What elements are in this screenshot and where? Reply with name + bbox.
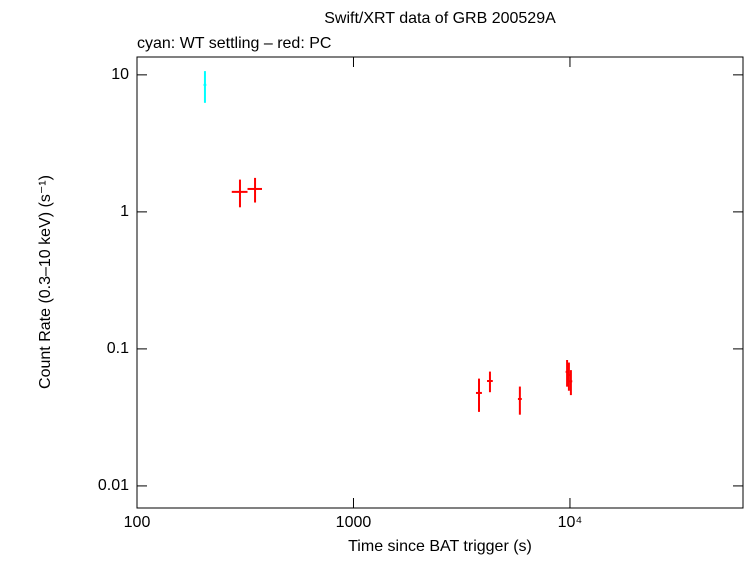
y-tick-label: 0.01: [98, 477, 129, 494]
chart-title: Swift/XRT data of GRB 200529A: [324, 10, 556, 27]
y-tick-label: 1: [120, 203, 129, 220]
x-tick-label: 100: [124, 514, 151, 531]
y-tick-label: 0.1: [107, 340, 129, 357]
y-axis-label: Count Rate (0.3–10 keV) (s⁻¹): [37, 175, 54, 389]
y-tick-label: 10: [111, 66, 129, 83]
x-tick-label: 1000: [336, 514, 372, 531]
plot-frame: [136, 56, 744, 509]
chart-subtitle: cyan: WT settling – red: PC: [137, 35, 331, 52]
x-tick-label: 10⁴: [558, 514, 583, 531]
x-axis-label: Time since BAT trigger (s): [348, 538, 532, 555]
